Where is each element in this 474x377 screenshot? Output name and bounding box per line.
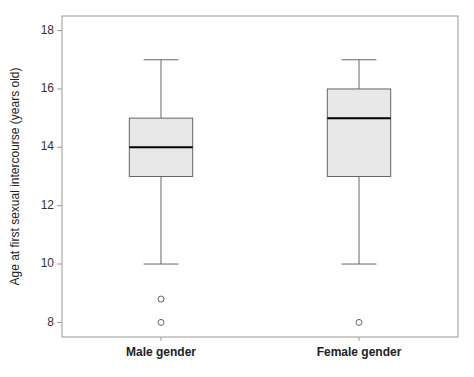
x-tick-label: Female gender <box>317 345 402 359</box>
y-tick-label: 18 <box>41 23 55 37</box>
cap-low <box>342 264 377 265</box>
plot-area <box>129 60 390 326</box>
x-tick <box>359 337 360 341</box>
box <box>129 118 192 176</box>
y-tick-label: 12 <box>41 198 55 212</box>
y-tick-label: 16 <box>41 81 55 95</box>
y-tick <box>57 147 62 148</box>
y-tick-label: 14 <box>41 139 55 153</box>
chart-container: 8 10 12 14 16 18 Male gender Female gender Age a… <box>0 0 474 377</box>
x-tick <box>161 337 162 341</box>
cap-high <box>342 59 377 60</box>
whisker-low <box>359 177 360 265</box>
x-tick-label: Male gender <box>126 345 196 359</box>
y-tick <box>57 88 62 89</box>
median-line <box>327 117 390 119</box>
y-tick <box>57 205 62 206</box>
whisker-low <box>161 177 162 265</box>
chart-svg: 8 10 12 14 16 18 Male gender Female gender Age a… <box>0 0 474 377</box>
y-tick <box>57 30 62 31</box>
cap-low <box>144 264 179 265</box>
whisker-high <box>161 60 162 118</box>
plot-frame <box>62 16 458 337</box>
y-axis-label: Age at first sexual intercourse (years o… <box>8 67 22 285</box>
outlier <box>356 319 362 325</box>
y-tick-label: 8 <box>47 315 54 329</box>
box <box>327 89 390 177</box>
cap-high <box>144 59 179 60</box>
y-tick-label: 10 <box>41 256 55 270</box>
outlier <box>158 296 164 302</box>
outlier <box>158 319 164 325</box>
whisker-high <box>359 60 360 89</box>
median-line <box>129 146 192 148</box>
y-tick <box>57 322 62 323</box>
y-tick <box>57 264 62 265</box>
